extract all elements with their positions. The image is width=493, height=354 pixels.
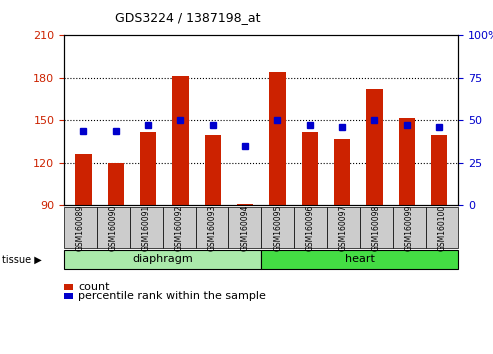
- Text: GSM160098: GSM160098: [372, 204, 381, 251]
- Bar: [205, 135, 221, 205]
- Bar: [237, 204, 253, 205]
- Text: GSM160099: GSM160099: [405, 204, 414, 251]
- Text: GSM160094: GSM160094: [241, 204, 249, 251]
- Text: count: count: [78, 282, 109, 292]
- Bar: [140, 132, 156, 205]
- Text: tissue ▶: tissue ▶: [2, 254, 42, 264]
- Bar: [399, 118, 415, 205]
- Bar: [75, 154, 92, 205]
- Bar: [302, 132, 318, 205]
- Text: heart: heart: [345, 254, 375, 264]
- Text: GSM160100: GSM160100: [438, 204, 447, 251]
- Bar: [431, 135, 447, 205]
- Bar: [366, 89, 383, 205]
- Text: diaphragm: diaphragm: [132, 254, 193, 264]
- Text: GDS3224 / 1387198_at: GDS3224 / 1387198_at: [114, 11, 260, 24]
- Text: GSM160089: GSM160089: [76, 204, 85, 251]
- Text: GSM160093: GSM160093: [208, 204, 216, 251]
- Bar: [108, 163, 124, 205]
- Bar: [269, 72, 285, 205]
- Text: GSM160095: GSM160095: [273, 204, 282, 251]
- Text: GSM160096: GSM160096: [306, 204, 315, 251]
- Text: GSM160090: GSM160090: [109, 204, 118, 251]
- Text: GSM160092: GSM160092: [175, 204, 183, 251]
- Text: percentile rank within the sample: percentile rank within the sample: [78, 291, 266, 301]
- Bar: [334, 139, 350, 205]
- Text: GSM160097: GSM160097: [339, 204, 348, 251]
- Bar: [173, 76, 188, 205]
- Text: GSM160091: GSM160091: [142, 204, 151, 251]
